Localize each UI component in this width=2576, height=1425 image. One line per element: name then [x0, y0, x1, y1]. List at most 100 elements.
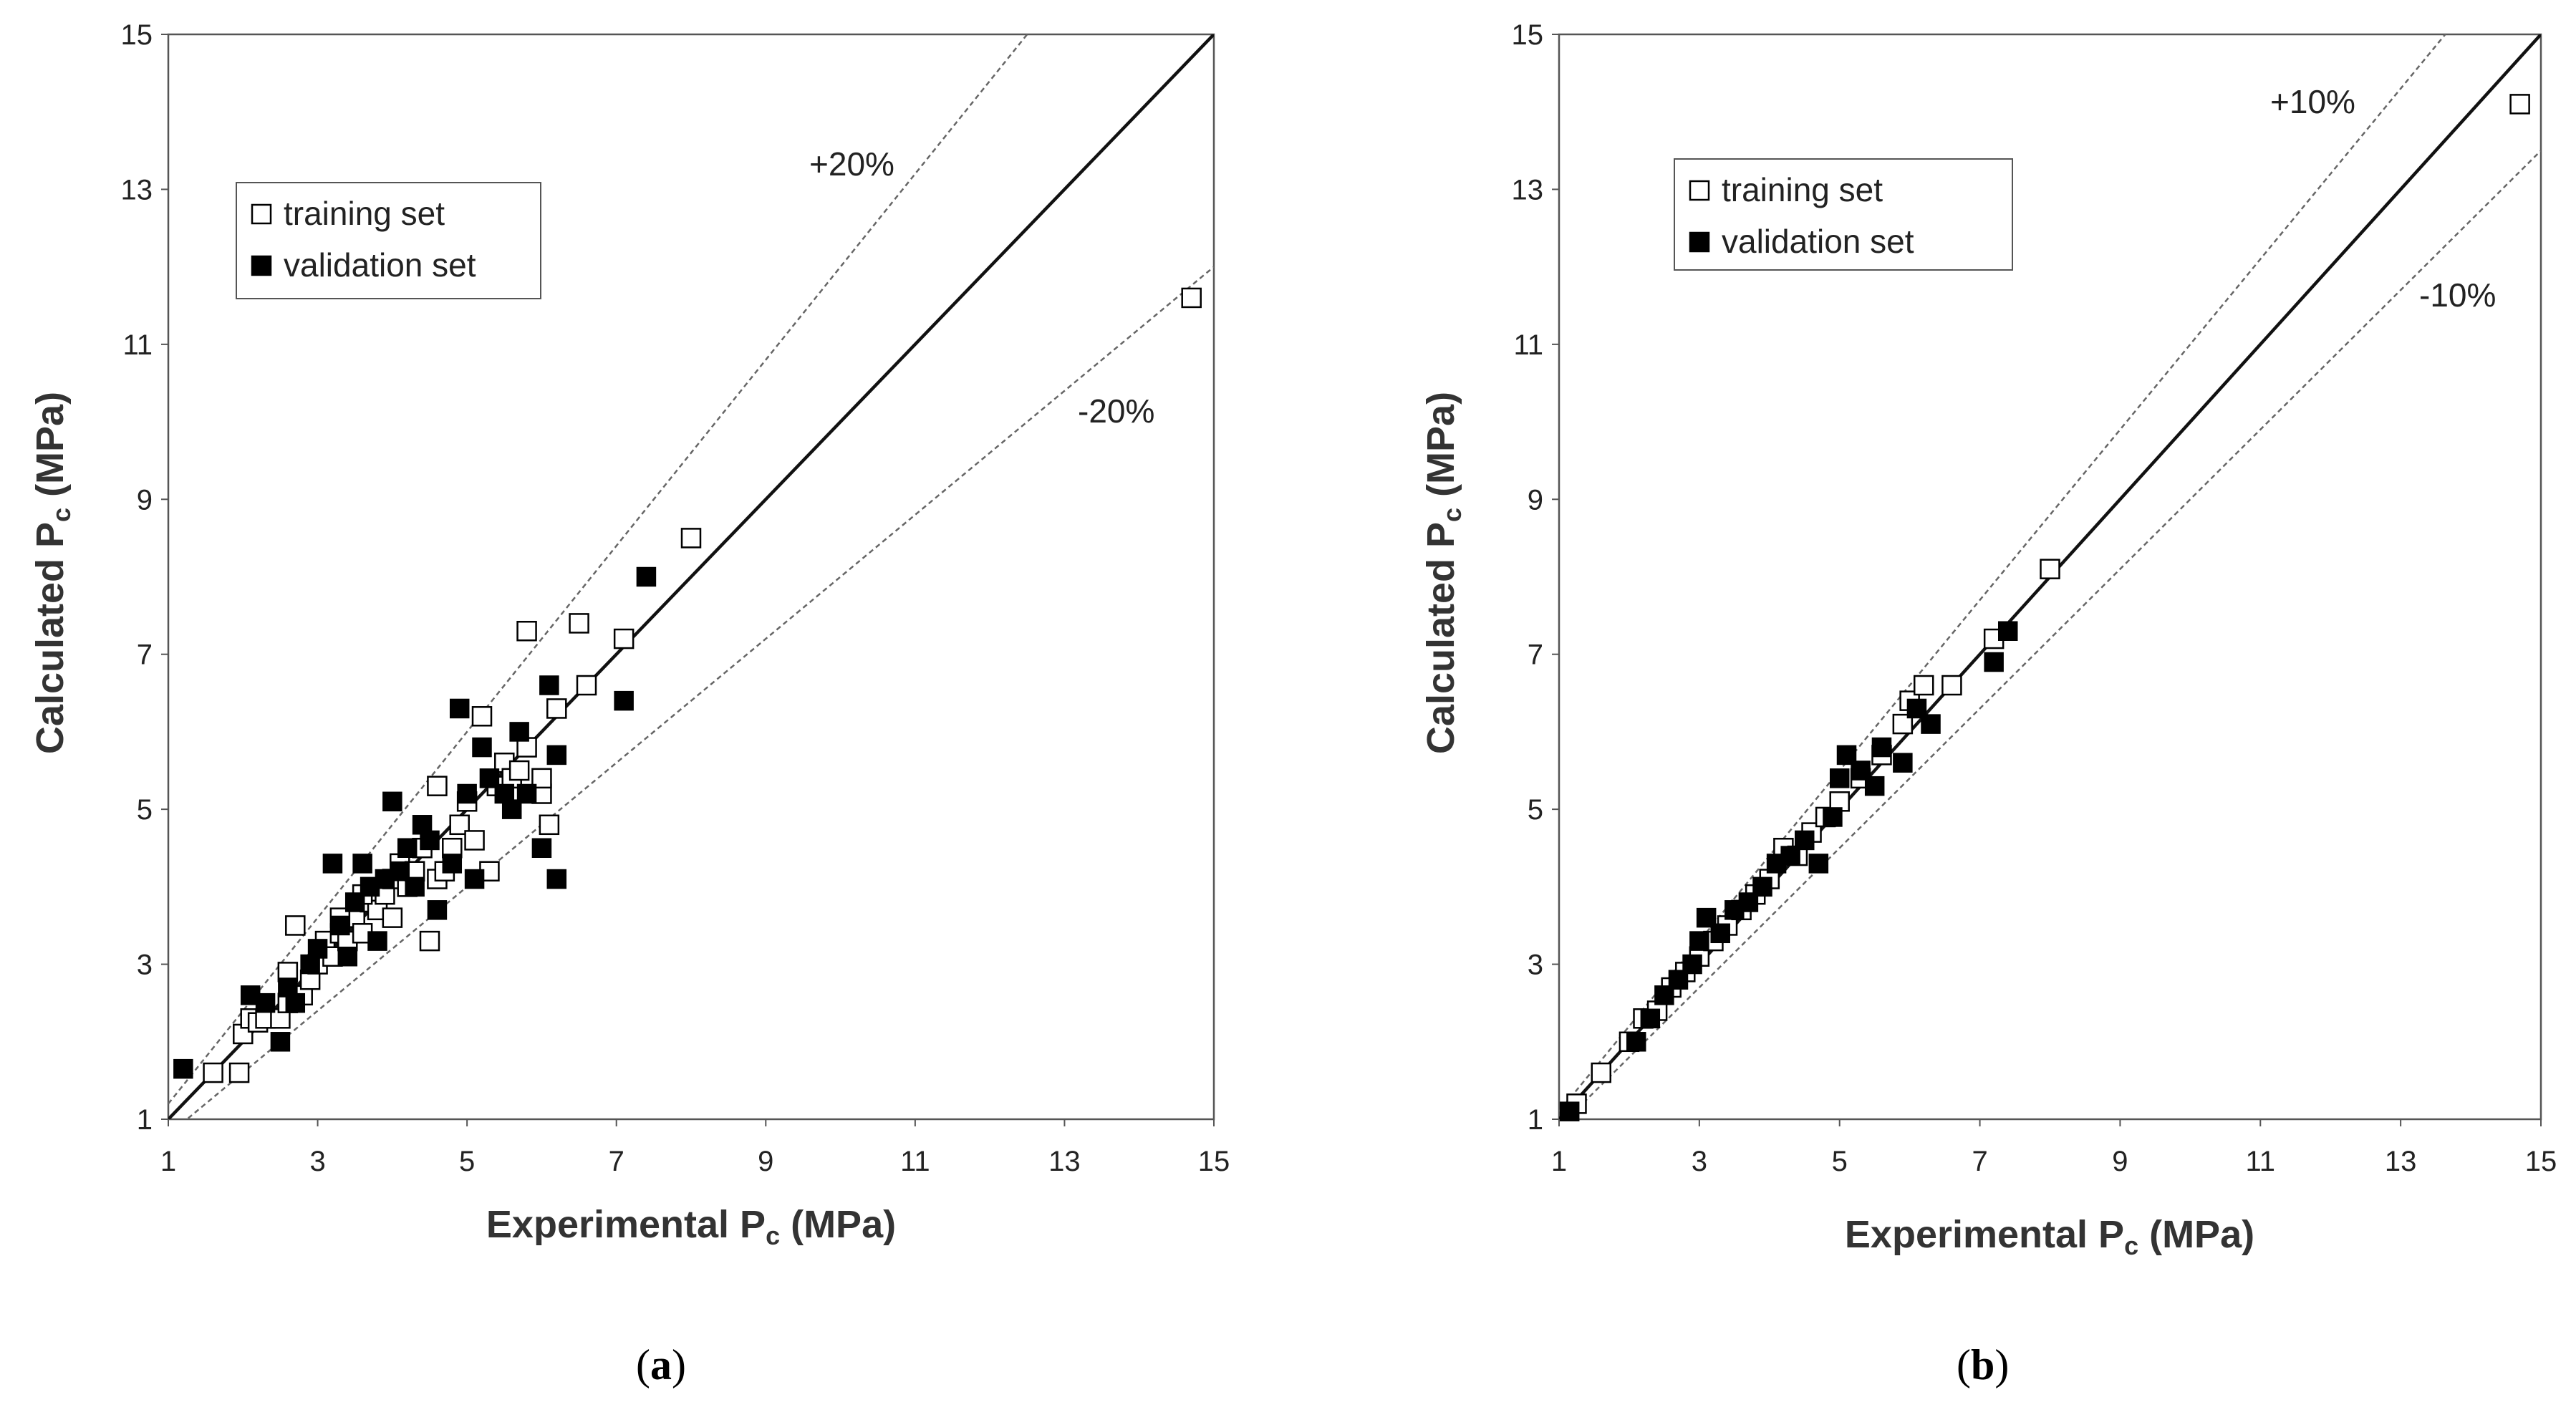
lower-deviation-label: -20% — [1078, 392, 1154, 430]
training-point — [569, 613, 589, 634]
validation-point — [1823, 807, 1843, 827]
validation-point — [1795, 830, 1815, 851]
training-point — [508, 760, 530, 781]
validation-point — [330, 915, 350, 936]
y-tick-label: 7 — [137, 639, 153, 671]
training-point — [576, 675, 597, 696]
x-tick-label: 5 — [1832, 1146, 1848, 1177]
x-axis-title: Experimental Pc (MPa) — [486, 1203, 896, 1250]
legend-training-marker — [1689, 180, 1710, 201]
upper-deviation-label: +10% — [2270, 83, 2355, 120]
training-point — [546, 698, 567, 719]
validation-point — [1921, 714, 1941, 734]
lower-deviation-line — [185, 266, 1214, 1119]
training-point — [228, 1062, 250, 1083]
validation-point — [1984, 652, 2004, 672]
x-tick-label: 15 — [2525, 1146, 2557, 1177]
validation-point — [337, 947, 358, 967]
x-axis-title-subscript: c — [766, 1221, 780, 1250]
validation-point — [352, 854, 372, 874]
x-tick-label: 1 — [160, 1146, 176, 1177]
validation-point — [1559, 1101, 1580, 1121]
training-point — [2040, 559, 2060, 579]
y-tick-label: 3 — [137, 950, 153, 981]
y-axis-title-subscript: c — [1437, 508, 1467, 522]
x-axis-title-subscript: c — [2124, 1231, 2138, 1260]
validation-point — [472, 737, 492, 758]
training-point — [427, 776, 448, 796]
y-axis-title-unit: (MPa) — [1419, 392, 1462, 508]
validation-point — [1710, 923, 1730, 944]
y-tick-label: 13 — [1512, 174, 1544, 206]
legend-validation-marker — [1689, 231, 1710, 253]
validation-point — [1864, 776, 1885, 796]
x-tick-label: 5 — [459, 1146, 475, 1177]
validation-point — [270, 1032, 291, 1052]
legend-entry-label: training set — [1722, 171, 1883, 208]
y-tick-label: 15 — [1512, 19, 1544, 51]
lower-deviation-line — [1566, 150, 2541, 1119]
validation-point — [464, 869, 485, 889]
validation-point — [442, 854, 463, 874]
y-tick-label: 5 — [137, 794, 153, 826]
validation-point — [546, 869, 567, 889]
y-tick-label: 13 — [121, 174, 153, 206]
validation-point — [1640, 1008, 1661, 1029]
training-point — [613, 628, 635, 649]
y-tick-label: 3 — [1528, 950, 1543, 981]
y-tick-label: 9 — [137, 484, 153, 516]
training-point — [464, 830, 485, 851]
y-tick-label: 5 — [1528, 794, 1543, 826]
validation-point — [397, 838, 418, 858]
validation-point — [1752, 876, 1772, 897]
x-tick-label: 13 — [2385, 1146, 2417, 1177]
validation-point — [457, 783, 477, 804]
validation-point — [367, 931, 387, 951]
y-axis-title: Calculated Pc (MPa) — [29, 392, 76, 754]
validation-point — [255, 992, 276, 1013]
legend-validation-marker — [251, 255, 272, 276]
y-tick-label: 1 — [137, 1104, 153, 1136]
legend-entry-label: training set — [284, 195, 445, 232]
legend: training set validation set — [1674, 158, 2013, 271]
validation-point — [546, 745, 567, 765]
training-point — [2509, 94, 2530, 115]
validation-point — [173, 1058, 193, 1079]
y-axis-title-unit: (MPa) — [29, 392, 72, 508]
validation-point — [614, 690, 634, 711]
legend-entry-label: validation set — [284, 246, 476, 284]
training-point — [539, 814, 560, 836]
y-axis-title: Calculated Pc (MPa) — [1419, 392, 1467, 754]
upper-deviation-label: +20% — [809, 145, 894, 183]
y-tick-label: 15 — [121, 19, 153, 51]
x-tick-label: 7 — [1972, 1146, 1987, 1177]
validation-point — [1808, 854, 1829, 874]
validation-point — [1689, 931, 1709, 951]
y-tick-label: 7 — [1528, 639, 1543, 671]
training-point — [1181, 287, 1202, 309]
x-tick-label: 3 — [309, 1146, 325, 1177]
validation-point — [509, 722, 529, 742]
training-point — [1913, 675, 1934, 696]
panel-label-b: (b) — [1957, 1341, 2010, 1388]
legend: training set validation set — [236, 182, 541, 299]
x-axis-title-unit: (MPa) — [780, 1203, 896, 1246]
validation-point — [1893, 753, 1913, 773]
training-point — [471, 706, 493, 727]
training-point — [516, 621, 537, 642]
y-tick-label: 9 — [1528, 484, 1543, 516]
legend-box — [236, 182, 541, 299]
validation-point — [516, 783, 537, 804]
validation-point — [539, 675, 559, 695]
legend-entry-label: validation set — [1722, 223, 1914, 260]
validation-point — [285, 992, 306, 1013]
validation-point — [420, 830, 440, 851]
validation-point — [636, 566, 657, 587]
x-tick-label: 11 — [2246, 1146, 2276, 1177]
validation-point — [307, 939, 328, 959]
legend-training-marker — [251, 203, 272, 225]
training-point — [680, 528, 702, 549]
y-tick-label: 11 — [122, 329, 153, 361]
